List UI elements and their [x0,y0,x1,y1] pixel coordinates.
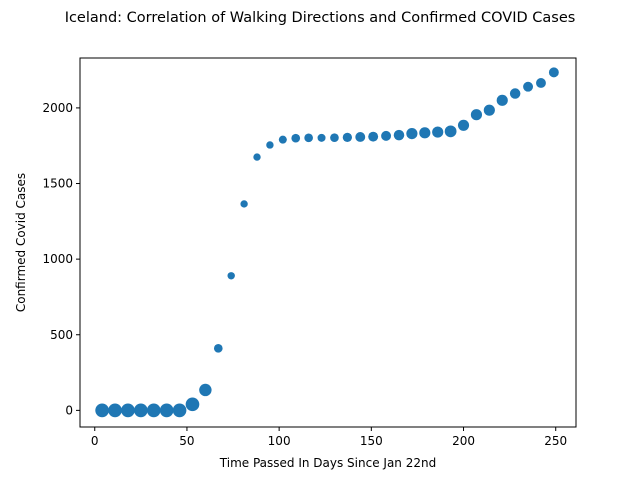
data-point-13 [266,141,274,149]
data-point-22 [381,130,392,141]
data-points [95,67,559,418]
data-point-29 [470,109,483,121]
x-tick-label: 200 [452,434,475,448]
x-tick-label: 100 [268,434,291,448]
y-tick-label: 1000 [42,252,73,266]
data-point-27 [444,125,457,138]
data-point-6 [172,403,187,418]
data-point-31 [496,94,508,106]
data-point-35 [548,67,559,78]
data-point-18 [330,133,339,143]
chart-title: Iceland: Correlation of Walking Directio… [65,10,576,26]
data-point-14 [278,135,287,144]
data-point-5 [159,403,174,418]
data-point-16 [304,133,313,143]
x-tick-label: 50 [179,434,194,448]
data-point-15 [291,133,301,143]
y-axis: 0 500 1000 1500 2000 [42,101,80,417]
x-tick-label: 0 [91,434,99,448]
data-point-32 [509,88,521,99]
y-tick-label: 500 [50,328,73,342]
data-point-9 [213,344,223,353]
x-axis: 0 50 100 150 200 250 [91,427,567,448]
data-point-33 [523,81,534,92]
y-axis-label: Confirmed Covid Cases [14,173,28,312]
data-point-8 [199,383,212,397]
data-point-2 [121,403,135,418]
x-tick-label: 250 [544,434,567,448]
data-point-12 [253,153,261,161]
plot-frame [79,57,577,428]
x-tick-label: 150 [360,434,383,448]
data-point-20 [355,131,366,142]
data-point-28 [457,119,470,131]
data-point-34 [536,78,546,88]
data-point-10 [227,272,235,280]
x-axis-label: Time Passed In Days Since Jan 22nd [219,456,436,470]
data-point-26 [432,126,444,138]
data-point-19 [342,132,352,143]
data-point-30 [483,104,495,116]
data-point-4 [146,403,161,418]
data-point-24 [406,128,418,140]
y-tick-label: 1500 [42,177,73,191]
data-point-1 [108,403,122,418]
data-point-23 [393,129,405,141]
data-point-25 [419,127,431,139]
data-point-0 [95,403,109,418]
y-tick-label: 2000 [42,101,73,115]
data-point-11 [240,200,248,208]
data-point-7 [185,397,200,412]
data-point-3 [134,403,148,418]
data-point-21 [368,131,379,142]
data-point-17 [317,133,326,142]
y-tick-label: 0 [65,403,73,417]
